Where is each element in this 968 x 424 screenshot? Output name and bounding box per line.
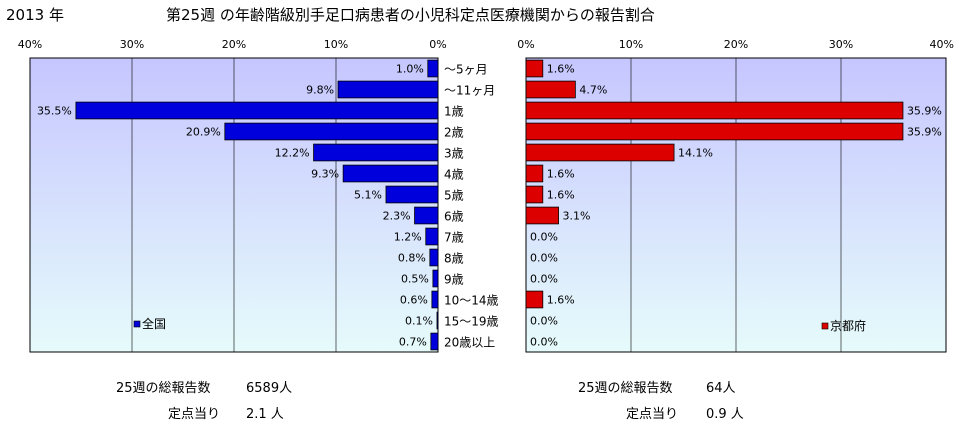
right-bar xyxy=(525,290,544,309)
right-bar xyxy=(525,185,544,204)
left-chart: 40% 30% 20% 10% 0% 1.0% 9.8% 35.5% 20.9% 12.2%9.… xyxy=(18,38,447,353)
category-label: 9歳 xyxy=(444,273,464,287)
right-bar xyxy=(525,59,544,78)
left-value-label: 1.2% xyxy=(394,231,422,244)
left-legend-swatch xyxy=(133,320,141,328)
chart-title: 第25週 の年齢階級別手足口病患者の小児科定点医療機関からの報告割合 xyxy=(166,6,655,24)
category-label: 8歳 xyxy=(444,252,464,266)
right-tick-label: 30% xyxy=(829,38,853,51)
left-bar xyxy=(342,164,439,183)
category-label: 7歳 xyxy=(444,231,464,245)
left-value-label: 0.6% xyxy=(400,294,428,307)
right-value-label: 35.9% xyxy=(907,105,942,118)
right-tick-label: 0% xyxy=(517,38,534,51)
left-bar xyxy=(432,269,439,288)
left-value-label: 2.3% xyxy=(383,210,411,223)
left-tick-label: 0% xyxy=(429,38,446,51)
right-bar xyxy=(525,101,904,120)
right-legend-label: 京都府 xyxy=(830,318,866,333)
category-axis: ～5ヶ月 ～11ヶ月 1歳 2歳 3歳 4歳 5歳 6歳 7歳 8歳 9歳 10～14歳 15～19歳 2… xyxy=(444,63,499,350)
left-value-label: 9.8% xyxy=(306,84,334,97)
category-label: 2歳 xyxy=(444,126,464,140)
right-bar xyxy=(525,122,904,141)
right-value-label: 4.7% xyxy=(579,84,607,97)
left-bar xyxy=(431,290,439,309)
left-value-label: 0.5% xyxy=(401,273,429,286)
right-tick-label: 10% xyxy=(619,38,643,51)
category-label: ～11ヶ月 xyxy=(444,84,495,98)
right-total-label: 25週の総報告数 xyxy=(578,381,673,396)
left-value-label: 0.7% xyxy=(399,336,427,349)
category-label: ～5ヶ月 xyxy=(444,63,488,77)
category-label: 4歳 xyxy=(444,168,464,182)
category-label: 10～14歳 xyxy=(444,294,499,308)
left-tick-label: 40% xyxy=(18,38,42,51)
right-value-label: 3.1% xyxy=(563,210,591,223)
left-value-label: 1.0% xyxy=(396,63,424,76)
year-label: 2013 年 xyxy=(6,6,64,24)
left-value-label: 0.1% xyxy=(405,315,433,328)
left-tick-label: 10% xyxy=(324,38,348,51)
left-value-label: 20.9% xyxy=(186,126,221,139)
left-bar xyxy=(430,332,439,351)
category-label: 6歳 xyxy=(444,210,464,224)
left-tick-label: 20% xyxy=(222,38,246,51)
category-label: 20歳以上 xyxy=(444,336,495,350)
right-value-label: 1.6% xyxy=(547,63,575,76)
right-chart: 0% 10% 20% 30% 40% 1.6% 4.7% 35.9% 35.9% 14.1% 1.… xyxy=(517,38,954,353)
left-bar xyxy=(414,206,439,225)
right-bar xyxy=(525,164,544,183)
right-bar xyxy=(525,143,675,162)
left-bar xyxy=(385,185,439,204)
right-bar xyxy=(525,80,576,99)
right-per-value: 0.9 人 xyxy=(706,407,744,422)
right-value-label: 0.0% xyxy=(530,231,558,244)
right-bar xyxy=(525,206,559,225)
right-value-label: 0.0% xyxy=(530,273,558,286)
left-bar xyxy=(427,59,439,78)
left-bar xyxy=(425,227,439,246)
left-value-label: 9.3% xyxy=(311,168,339,181)
right-value-label: 0.0% xyxy=(530,315,558,328)
right-value-label: 0.0% xyxy=(530,252,558,265)
right-per-label: 定点当り xyxy=(626,407,679,422)
right-value-label: 1.6% xyxy=(547,189,575,202)
category-label: 15～19歳 xyxy=(444,315,499,329)
left-total-value: 6589人 xyxy=(246,381,293,396)
right-tick-label: 20% xyxy=(724,38,748,51)
right-tick-label: 40% xyxy=(930,38,954,51)
left-value-label: 5.1% xyxy=(354,189,382,202)
left-bar xyxy=(429,248,439,267)
right-total-value: 64人 xyxy=(706,381,736,396)
left-total-label: 25週の総報告数 xyxy=(116,381,211,396)
right-value-label: 14.1% xyxy=(678,147,713,160)
category-label: 1歳 xyxy=(444,105,464,119)
right-legend-swatch xyxy=(821,322,829,330)
category-label: 3歳 xyxy=(444,147,464,161)
left-bar xyxy=(436,311,439,330)
left-tick-label: 30% xyxy=(120,38,144,51)
right-value-label: 0.0% xyxy=(530,336,558,349)
left-per-value: 2.1 人 xyxy=(246,407,284,422)
right-value-label: 1.6% xyxy=(547,294,575,307)
left-bar xyxy=(224,122,439,141)
category-label: 5歳 xyxy=(444,189,464,203)
right-value-label: 1.6% xyxy=(547,168,575,181)
left-bar xyxy=(313,143,439,162)
left-value-label: 35.5% xyxy=(37,105,72,118)
left-value-label: 12.2% xyxy=(275,147,310,160)
left-bar xyxy=(75,101,439,120)
left-per-label: 定点当り xyxy=(168,407,221,422)
left-value-label: 0.8% xyxy=(398,252,426,265)
left-legend-label: 全国 xyxy=(142,316,166,331)
right-value-label: 35.9% xyxy=(907,126,942,139)
left-bar xyxy=(337,80,439,99)
